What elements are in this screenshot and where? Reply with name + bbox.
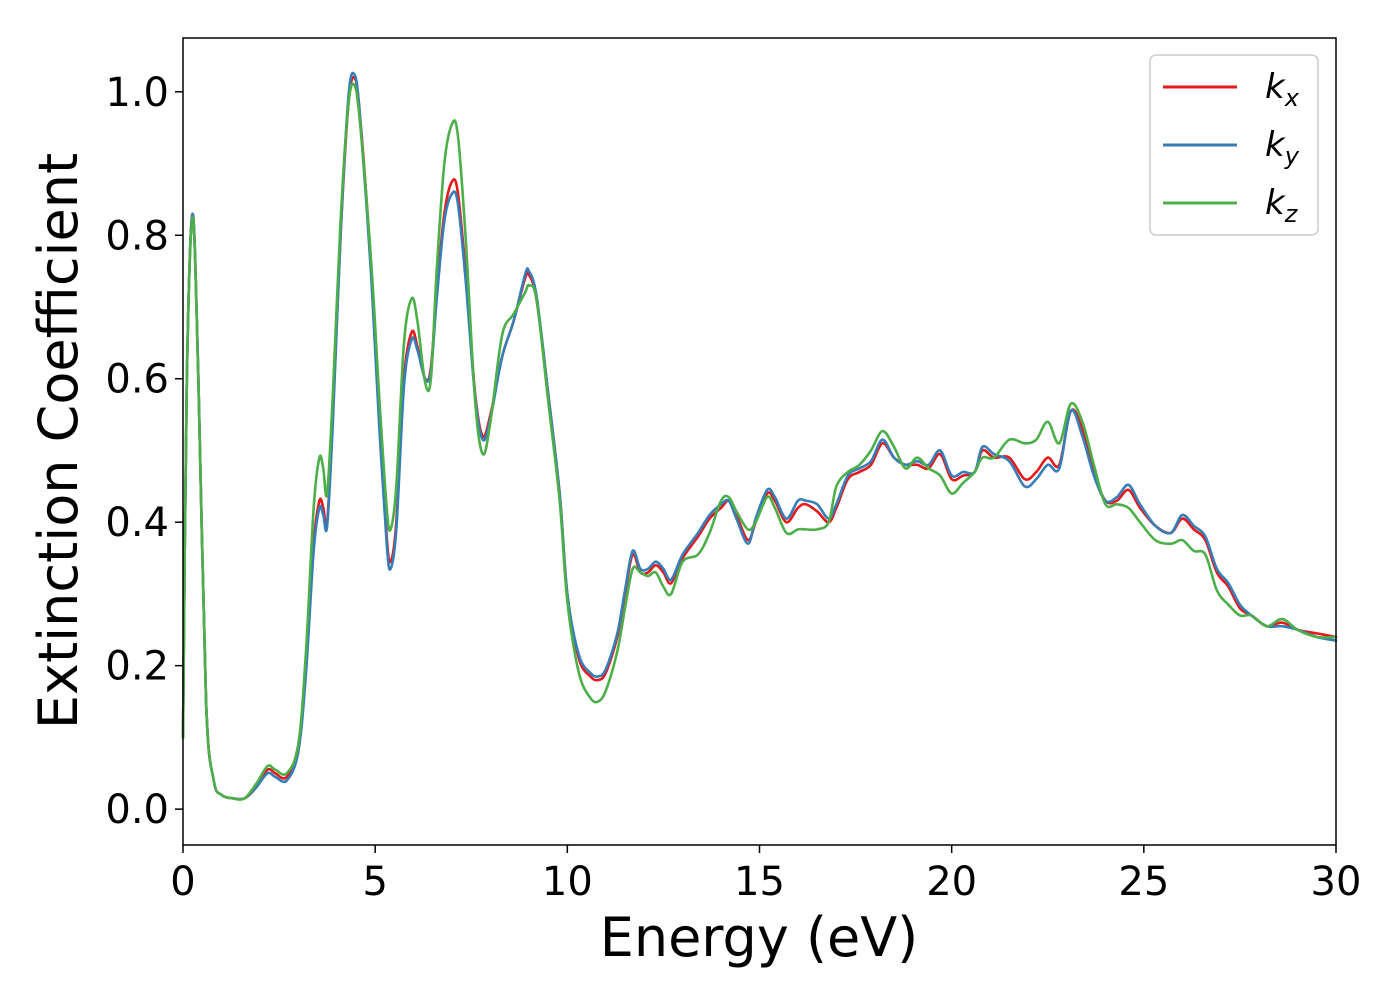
series-line-kz: [181, 82, 1338, 801]
legend-label-kx: kx: [1265, 67, 1300, 112]
x-tick-label: 20: [926, 859, 977, 905]
x-tick-label: 25: [1118, 859, 1169, 905]
series-line-ky: [181, 71, 1338, 801]
y-axis-title: Extinction Coefficient: [27, 153, 90, 729]
y-axis-ticks: 0.0 0.2 0.4 0.6 0.8 1.0: [105, 70, 183, 833]
y-tick-label: 1.0: [105, 70, 169, 116]
legend: kx ky kz: [1149, 54, 1319, 236]
y-tick-label: 0.8: [105, 213, 169, 259]
legend-label-ky: ky: [1265, 125, 1300, 170]
x-tick-label: 0: [170, 859, 195, 905]
x-tick-label: 30: [1311, 859, 1362, 905]
y-tick-label: 0.2: [105, 644, 169, 690]
legend-label-kz: kz: [1265, 183, 1299, 228]
y-tick-label: 0.0: [105, 787, 169, 833]
x-tick-label: 10: [542, 859, 593, 905]
x-tick-label: 15: [734, 859, 785, 905]
plot-lines: [181, 71, 1338, 801]
x-axis-ticks: 0 5 10 15 20 25 30: [170, 845, 1361, 905]
y-tick-label: 0.6: [105, 357, 169, 403]
x-axis-title: Energy (eV): [600, 906, 919, 969]
y-tick-label: 0.4: [105, 500, 169, 546]
x-tick-label: 5: [362, 859, 387, 905]
